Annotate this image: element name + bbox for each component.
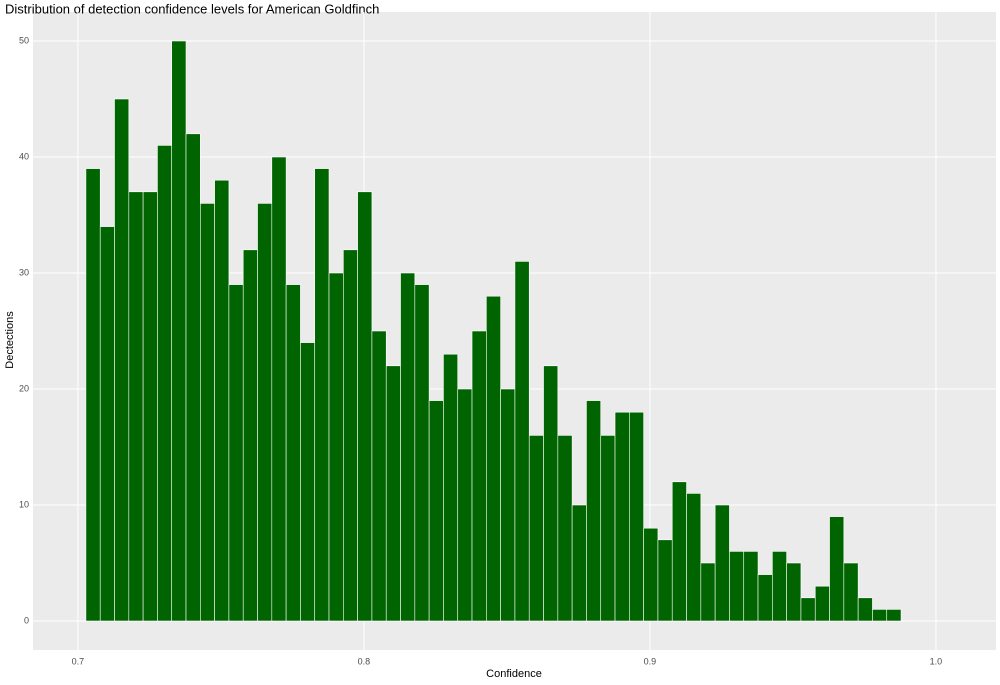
bar (586, 400, 602, 622)
bar (757, 574, 773, 622)
bar (671, 481, 687, 622)
bar (886, 609, 902, 622)
bar (457, 388, 473, 622)
bar (714, 504, 730, 622)
bar (257, 203, 273, 622)
bar (686, 493, 702, 622)
bar (843, 562, 859, 622)
bar (772, 551, 787, 622)
y-tick-label: 10 (19, 499, 29, 509)
bar (700, 562, 716, 622)
bar (285, 284, 301, 622)
bar (185, 133, 201, 622)
bar (357, 191, 373, 622)
bar (142, 191, 158, 622)
bar (629, 411, 644, 622)
bar (743, 551, 759, 622)
bar (786, 562, 802, 622)
bar (800, 597, 816, 622)
bar (471, 330, 487, 622)
bar (128, 191, 144, 622)
x-tick-label: 1.0 (930, 656, 943, 666)
bar (643, 527, 659, 622)
y-tick-label: 0 (24, 615, 29, 625)
bar (414, 284, 430, 622)
bar (600, 435, 616, 622)
y-tick-label: 40 (19, 151, 29, 161)
bar (328, 272, 344, 622)
bar (857, 597, 873, 622)
bar (829, 516, 845, 622)
bar (486, 295, 501, 622)
bar (528, 435, 544, 622)
bar (543, 365, 559, 622)
bar (314, 168, 330, 622)
bar (400, 272, 416, 622)
bar (557, 435, 573, 622)
x-tick-label: 0.7 (72, 656, 85, 666)
x-tick-label: 0.8 (358, 656, 371, 666)
bar (157, 145, 173, 622)
y-tick-label: 30 (19, 267, 29, 277)
y-axis-label: Dectections (4, 311, 16, 369)
bar (443, 353, 459, 622)
bar (99, 226, 115, 622)
bar (571, 504, 587, 622)
bar (729, 551, 745, 622)
bar (271, 156, 287, 622)
bar (500, 388, 516, 622)
bar (872, 609, 888, 622)
bar (343, 249, 358, 622)
bar (371, 330, 387, 622)
y-tick-label: 20 (19, 383, 29, 393)
x-axis-label: Confidence (486, 668, 542, 680)
bar (428, 400, 444, 622)
chart-title: Distribution of detection confidence lev… (5, 1, 379, 16)
bar (242, 249, 258, 622)
bar (614, 411, 630, 622)
y-tick-label: 50 (19, 35, 29, 45)
bar (228, 284, 244, 622)
bar (200, 203, 215, 622)
x-tick-label: 0.9 (644, 656, 657, 666)
bar (171, 40, 187, 622)
bar (300, 342, 316, 622)
bar (385, 365, 401, 622)
bar (514, 261, 530, 622)
bar (214, 179, 230, 622)
bar (85, 168, 101, 622)
bar (657, 539, 673, 622)
bar (814, 585, 830, 622)
bar (114, 98, 130, 622)
